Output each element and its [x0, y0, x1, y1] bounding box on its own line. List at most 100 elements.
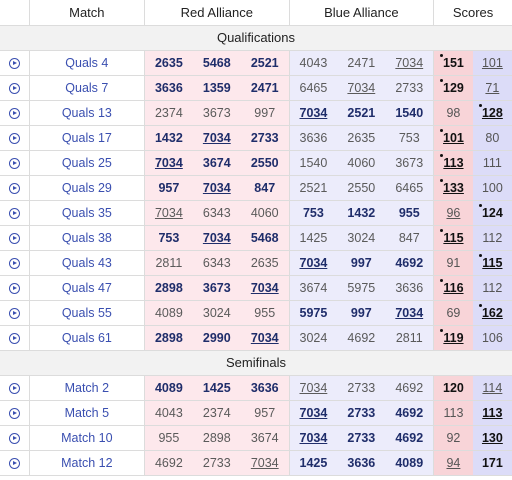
blue-team-link[interactable]: 6465 — [299, 80, 328, 95]
match-link[interactable]: Quals 35 — [29, 200, 146, 226]
match-link[interactable]: Quals 38 — [29, 225, 146, 251]
red-team-link[interactable]: 2635 — [154, 55, 183, 70]
red-team-link[interactable]: 7034 — [250, 455, 279, 470]
red-team-link[interactable]: 2521 — [250, 55, 279, 70]
match-link[interactable]: Match 12 — [29, 450, 146, 476]
blue-team-link[interactable]: 3674 — [299, 280, 328, 295]
match-link[interactable]: Match 2 — [29, 375, 146, 401]
blue-team-link[interactable]: 7034 — [299, 105, 328, 120]
red-team-link[interactable]: 7034 — [202, 180, 231, 195]
red-team-link[interactable]: 753 — [158, 230, 180, 245]
blue-team-link[interactable]: 2521 — [299, 180, 328, 195]
play-video-icon[interactable] — [8, 207, 20, 219]
red-team-link[interactable]: 7034 — [154, 205, 183, 220]
blue-team-link[interactable]: 5975 — [347, 280, 376, 295]
blue-team-link[interactable]: 3636 — [347, 455, 376, 470]
match-link[interactable]: Quals 29 — [29, 175, 146, 201]
blue-team-link[interactable]: 1425 — [299, 455, 328, 470]
blue-team-link[interactable]: 847 — [398, 230, 420, 245]
blue-team-link[interactable]: 4043 — [299, 55, 328, 70]
blue-team-link[interactable]: 2521 — [347, 105, 376, 120]
play-video-icon[interactable] — [8, 82, 20, 94]
red-team-link[interactable]: 6343 — [202, 205, 231, 220]
blue-team-link[interactable]: 7034 — [395, 305, 424, 320]
red-team-link[interactable]: 5468 — [202, 55, 231, 70]
red-team-link[interactable]: 2374 — [202, 405, 231, 420]
blue-team-link[interactable]: 2733 — [395, 80, 424, 95]
blue-team-link[interactable]: 753 — [302, 205, 324, 220]
red-team-link[interactable]: 2990 — [202, 330, 231, 345]
blue-team-link[interactable]: 2635 — [347, 130, 376, 145]
blue-team-link[interactable]: 2733 — [347, 430, 376, 445]
blue-team-link[interactable]: 997 — [350, 305, 372, 320]
blue-team-link[interactable]: 4089 — [395, 455, 424, 470]
match-link[interactable]: Quals 25 — [29, 150, 146, 176]
blue-team-link[interactable]: 2733 — [347, 405, 376, 420]
red-team-link[interactable]: 2898 — [202, 430, 231, 445]
red-team-link[interactable]: 4089 — [154, 380, 183, 395]
red-team-link[interactable]: 3024 — [202, 305, 231, 320]
match-link[interactable]: Quals 7 — [29, 75, 146, 101]
red-team-link[interactable]: 4043 — [154, 405, 183, 420]
red-team-link[interactable]: 3674 — [250, 430, 279, 445]
blue-team-link[interactable]: 3673 — [395, 155, 424, 170]
blue-team-link[interactable]: 3024 — [299, 330, 328, 345]
blue-team-link[interactable]: 4692 — [395, 405, 424, 420]
play-video-icon[interactable] — [8, 107, 20, 119]
red-team-link[interactable]: 2374 — [154, 105, 183, 120]
red-team-link[interactable]: 2733 — [202, 455, 231, 470]
blue-team-link[interactable]: 1540 — [299, 155, 328, 170]
red-team-link[interactable]: 7034 — [202, 130, 231, 145]
blue-team-link[interactable]: 2811 — [395, 330, 423, 345]
red-team-link[interactable]: 2635 — [250, 255, 279, 270]
match-link[interactable]: Match 10 — [29, 425, 146, 451]
red-team-link[interactable]: 847 — [254, 180, 276, 195]
blue-team-link[interactable]: 4692 — [347, 330, 376, 345]
red-team-link[interactable]: 3673 — [202, 105, 231, 120]
red-team-link[interactable]: 997 — [254, 105, 276, 120]
red-team-link[interactable]: 955 — [158, 430, 180, 445]
match-link[interactable]: Quals 55 — [29, 300, 146, 326]
red-team-link[interactable]: 4089 — [154, 305, 183, 320]
play-video-icon[interactable] — [8, 332, 20, 344]
blue-team-link[interactable]: 7034 — [299, 405, 328, 420]
play-video-icon[interactable] — [8, 157, 20, 169]
match-link[interactable]: Quals 13 — [29, 100, 146, 126]
red-team-link[interactable]: 4060 — [250, 205, 279, 220]
blue-team-link[interactable]: 4692 — [395, 380, 424, 395]
red-team-link[interactable]: 2811 — [155, 255, 183, 270]
blue-team-link[interactable]: 2550 — [347, 180, 376, 195]
red-team-link[interactable]: 5468 — [250, 230, 279, 245]
red-team-link[interactable]: 3673 — [202, 280, 231, 295]
play-video-icon[interactable] — [8, 182, 20, 194]
red-team-link[interactable]: 2898 — [154, 280, 183, 295]
blue-team-link[interactable]: 6465 — [395, 180, 424, 195]
match-link[interactable]: Quals 43 — [29, 250, 146, 276]
play-video-icon[interactable] — [8, 307, 20, 319]
play-video-icon[interactable] — [8, 57, 20, 69]
red-team-link[interactable]: 2733 — [250, 130, 279, 145]
red-team-link[interactable]: 955 — [254, 305, 276, 320]
red-team-link[interactable]: 1359 — [202, 80, 231, 95]
red-team-link[interactable]: 957 — [254, 405, 276, 420]
blue-team-link[interactable]: 753 — [398, 130, 420, 145]
blue-team-link[interactable]: 5975 — [299, 305, 328, 320]
match-link[interactable]: Quals 61 — [29, 325, 146, 351]
match-link[interactable]: Quals 17 — [29, 125, 146, 151]
play-video-icon[interactable] — [8, 232, 20, 244]
play-video-icon[interactable] — [8, 407, 20, 419]
match-link[interactable]: Match 5 — [29, 400, 146, 426]
blue-team-link[interactable]: 3636 — [299, 130, 328, 145]
blue-team-link[interactable]: 4060 — [347, 155, 376, 170]
red-team-link[interactable]: 957 — [158, 180, 180, 195]
blue-team-link[interactable]: 4692 — [395, 430, 424, 445]
red-team-link[interactable]: 1425 — [202, 380, 231, 395]
blue-team-link[interactable]: 4692 — [395, 255, 424, 270]
blue-team-link[interactable]: 3636 — [395, 280, 424, 295]
blue-team-link[interactable]: 2733 — [347, 380, 376, 395]
blue-team-link[interactable]: 955 — [398, 205, 420, 220]
blue-team-link[interactable]: 7034 — [347, 80, 376, 95]
red-team-link[interactable]: 3674 — [202, 155, 231, 170]
blue-team-link[interactable]: 1425 — [299, 230, 328, 245]
match-link[interactable]: Quals 47 — [29, 275, 146, 301]
